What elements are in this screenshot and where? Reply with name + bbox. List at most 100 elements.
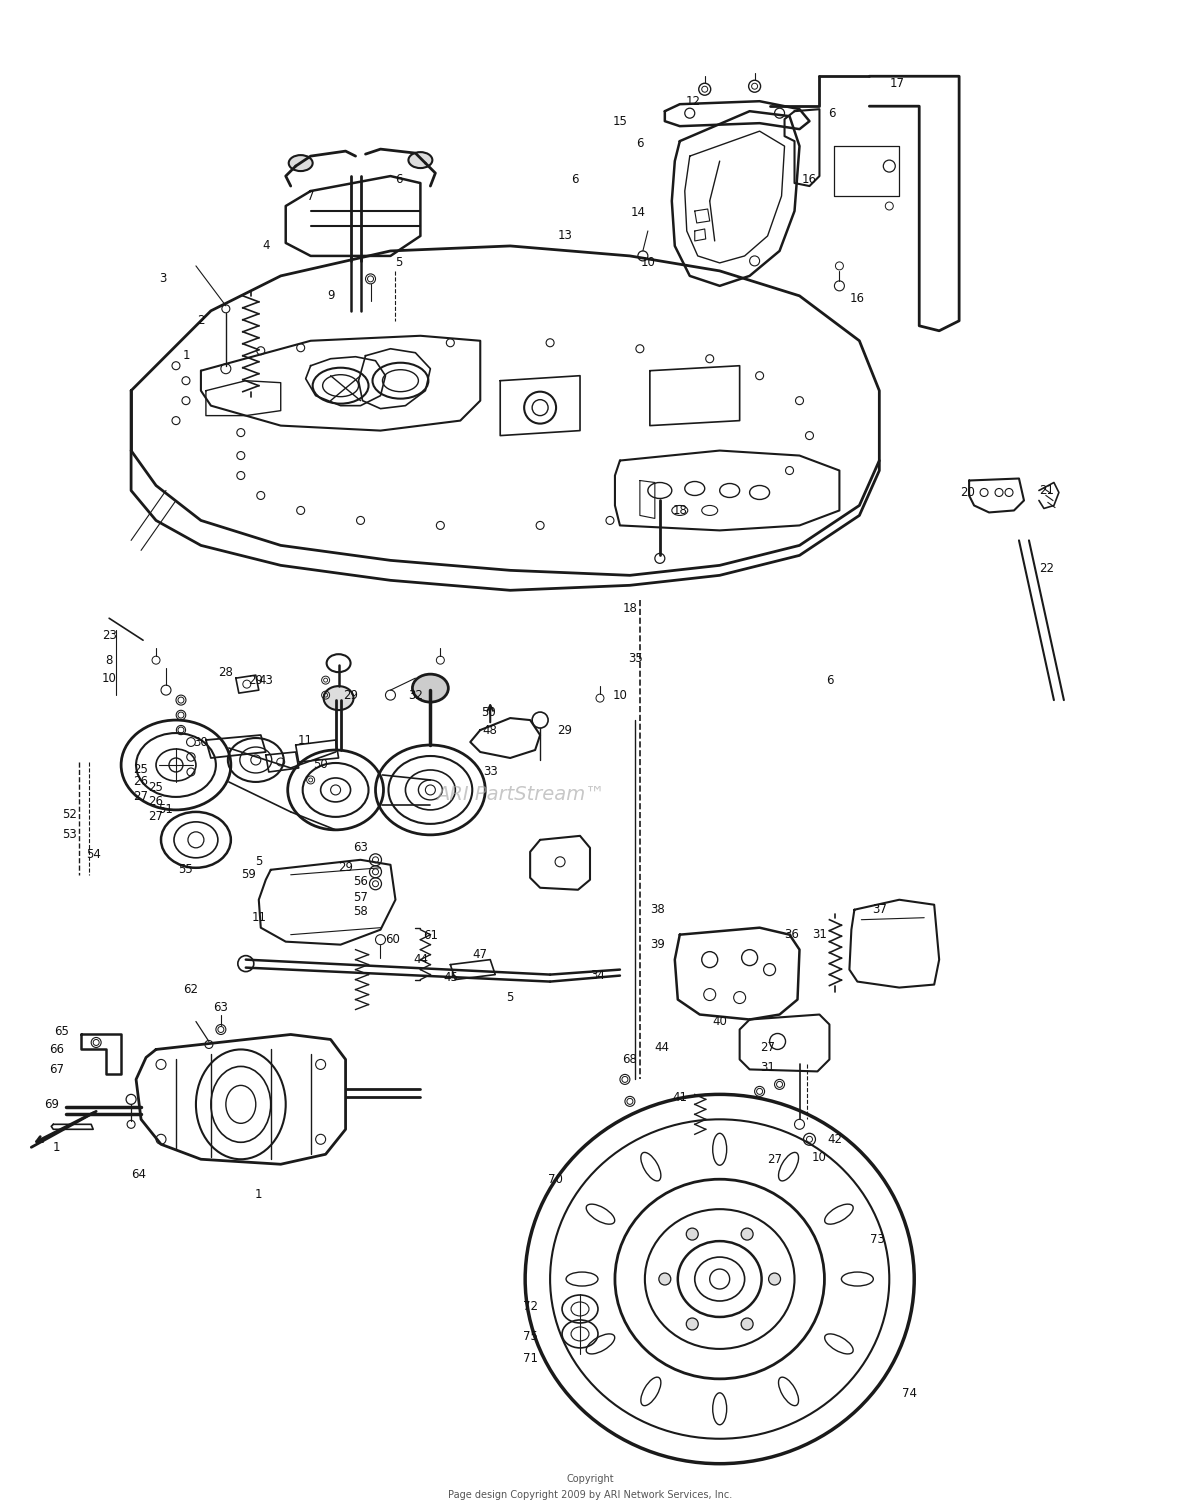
- Text: 28: 28: [218, 666, 234, 678]
- Text: 44: 44: [413, 953, 428, 966]
- Text: 37: 37: [872, 904, 886, 916]
- Text: 10: 10: [101, 672, 117, 684]
- Text: 35: 35: [629, 651, 643, 665]
- Text: 29: 29: [558, 724, 572, 736]
- Text: 10: 10: [641, 257, 655, 269]
- Text: 48: 48: [483, 724, 498, 736]
- Text: 40: 40: [713, 1015, 727, 1027]
- Ellipse shape: [323, 686, 354, 710]
- Text: 22: 22: [1040, 562, 1055, 574]
- Text: 53: 53: [61, 828, 77, 842]
- Text: 18: 18: [673, 505, 687, 517]
- Text: 75: 75: [523, 1330, 538, 1343]
- Text: 25: 25: [133, 763, 149, 777]
- Text: 41: 41: [673, 1091, 687, 1105]
- Text: Page design Copyright 2009 by ARI Network Services, Inc.: Page design Copyright 2009 by ARI Networ…: [448, 1490, 732, 1499]
- Text: 11: 11: [251, 911, 267, 925]
- Text: 31: 31: [812, 928, 827, 941]
- Text: 62: 62: [183, 984, 198, 996]
- Text: 50: 50: [313, 759, 328, 772]
- Text: 52: 52: [61, 808, 77, 822]
- Text: 27: 27: [149, 810, 164, 823]
- Text: 44: 44: [655, 1041, 669, 1055]
- Ellipse shape: [289, 156, 313, 171]
- Text: 58: 58: [353, 905, 368, 919]
- Text: 73: 73: [870, 1233, 885, 1245]
- Text: 29: 29: [339, 861, 353, 875]
- Text: 68: 68: [623, 1053, 637, 1065]
- Text: 29: 29: [248, 674, 263, 686]
- Text: 67: 67: [48, 1062, 64, 1076]
- Ellipse shape: [741, 1228, 753, 1241]
- Text: 65: 65: [54, 1024, 68, 1038]
- Ellipse shape: [408, 153, 432, 168]
- Text: 29: 29: [343, 689, 358, 701]
- Text: 16: 16: [802, 172, 817, 186]
- Text: 15: 15: [612, 115, 628, 127]
- Text: 60: 60: [385, 934, 400, 946]
- Ellipse shape: [687, 1318, 699, 1330]
- Text: 71: 71: [523, 1352, 538, 1366]
- Text: Copyright: Copyright: [566, 1473, 614, 1484]
- Text: 51: 51: [158, 804, 173, 816]
- Ellipse shape: [741, 1318, 753, 1330]
- Text: 9: 9: [327, 289, 334, 302]
- Text: 10: 10: [612, 689, 628, 701]
- Text: 13: 13: [558, 230, 572, 242]
- Text: 16: 16: [850, 292, 865, 305]
- Text: 30: 30: [194, 736, 209, 748]
- Text: 26: 26: [133, 775, 149, 789]
- Text: 63: 63: [353, 842, 368, 854]
- Text: 47: 47: [473, 947, 487, 961]
- Text: 42: 42: [827, 1133, 841, 1145]
- Text: 27: 27: [760, 1041, 775, 1055]
- Text: 12: 12: [686, 95, 700, 107]
- Text: 18: 18: [623, 601, 637, 615]
- Text: 27: 27: [133, 790, 149, 804]
- Text: 6: 6: [394, 172, 402, 186]
- Text: ARI PartStream™: ARI PartStream™: [435, 786, 604, 804]
- Text: 69: 69: [44, 1098, 59, 1111]
- Text: 31: 31: [760, 1061, 775, 1074]
- Text: 64: 64: [131, 1168, 146, 1180]
- Text: 38: 38: [650, 904, 666, 916]
- Text: 57: 57: [353, 891, 368, 904]
- Text: 59: 59: [242, 869, 256, 881]
- Text: 6: 6: [826, 674, 833, 686]
- Text: 74: 74: [902, 1387, 917, 1401]
- Text: 6: 6: [636, 136, 643, 150]
- Ellipse shape: [687, 1228, 699, 1241]
- Text: 1: 1: [182, 349, 190, 363]
- Text: 1: 1: [255, 1188, 262, 1201]
- Text: 55: 55: [178, 863, 194, 876]
- Text: 70: 70: [548, 1173, 563, 1186]
- Text: 34: 34: [590, 969, 605, 982]
- Text: 4: 4: [262, 239, 269, 252]
- Text: 43: 43: [258, 674, 274, 686]
- Text: 11: 11: [299, 733, 313, 746]
- Text: 7: 7: [307, 189, 314, 202]
- Text: 26: 26: [149, 795, 164, 808]
- Ellipse shape: [658, 1274, 670, 1284]
- Ellipse shape: [768, 1274, 780, 1284]
- Text: 33: 33: [483, 766, 498, 778]
- Text: 5: 5: [395, 257, 402, 269]
- Text: 66: 66: [48, 1043, 64, 1056]
- Text: 5: 5: [255, 855, 262, 869]
- Text: 17: 17: [890, 77, 905, 89]
- Text: 54: 54: [86, 848, 100, 861]
- Text: 14: 14: [630, 207, 645, 219]
- Text: 25: 25: [149, 781, 164, 795]
- Ellipse shape: [413, 674, 448, 703]
- Text: 56: 56: [353, 875, 368, 888]
- Text: 3: 3: [159, 272, 166, 286]
- Text: 6: 6: [827, 107, 835, 119]
- Text: 5: 5: [506, 991, 513, 1003]
- Text: 61: 61: [422, 929, 438, 943]
- Text: 23: 23: [101, 629, 117, 642]
- Text: 72: 72: [523, 1301, 538, 1313]
- Text: 36: 36: [784, 928, 799, 941]
- Text: 6: 6: [571, 172, 578, 186]
- Text: 2: 2: [197, 314, 204, 328]
- Text: 10: 10: [812, 1151, 827, 1163]
